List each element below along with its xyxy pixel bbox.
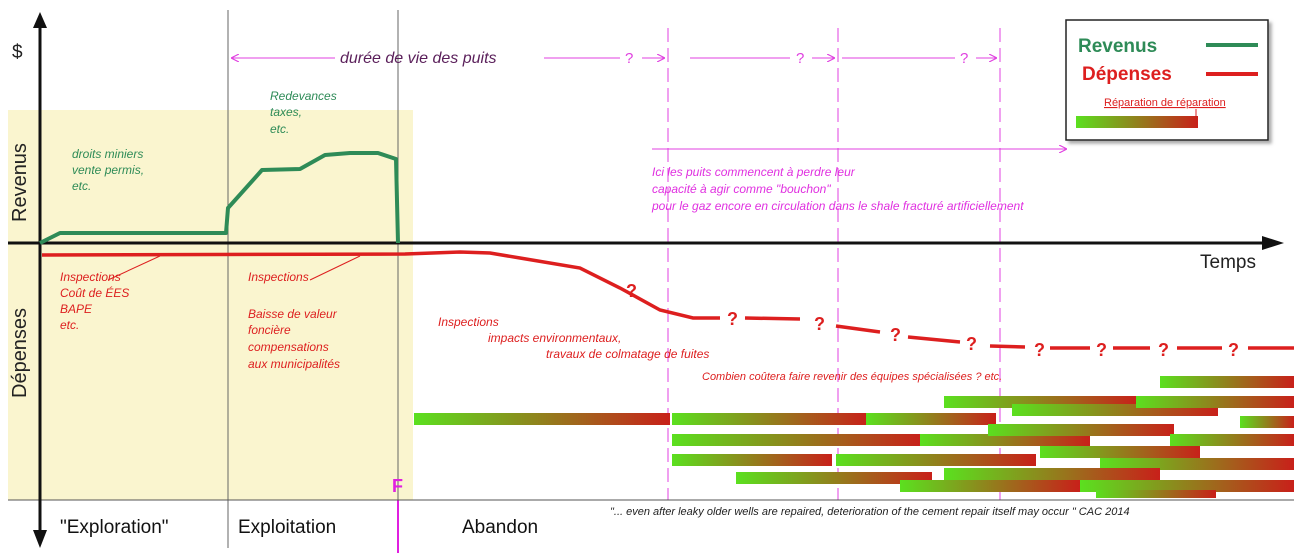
repair-bar — [1080, 480, 1294, 492]
lifetime-question-3: ? — [960, 50, 968, 67]
note-line: droits miniers — [72, 147, 143, 161]
x-axis-temps-label: Temps — [1200, 252, 1256, 273]
repair-bar — [1160, 376, 1294, 388]
note-line: compensations — [248, 340, 329, 354]
revenue-exploitation-note: Redevances taxes, etc. — [270, 89, 337, 136]
repair-bar — [866, 413, 996, 425]
revenue-exploration-note: droits miniers vente permis, etc. — [72, 147, 144, 193]
note-line: travaux de colmatage de fuites — [546, 347, 709, 361]
repair-bar — [1096, 490, 1216, 498]
f-marker: F — [392, 476, 403, 496]
repair-bar — [920, 434, 1090, 446]
cost-question-4: ? — [890, 325, 901, 345]
legend-depenses-label: Dépenses — [1082, 64, 1172, 85]
note-line: Inspections — [438, 315, 499, 329]
expenses-curve-tail — [744, 316, 1294, 350]
legend-revenus-label: Revenus — [1078, 36, 1157, 57]
repair-bar — [414, 413, 670, 425]
cost-exploitation-note: Inspections Baisse de valeur foncière co… — [248, 270, 340, 371]
repair-bar — [672, 454, 832, 466]
note-line: Inspections — [60, 270, 121, 284]
repair-bar — [672, 434, 922, 446]
note-line: etc. — [270, 122, 289, 136]
note-line: impacts environmentaux, — [488, 331, 621, 345]
note-line: vente permis, — [72, 163, 144, 177]
y-axis-depenses-label: Dépenses — [9, 308, 31, 398]
cost-question-2: ? — [727, 309, 738, 329]
cost-question-3: ? — [814, 314, 825, 334]
lifetime-question-2: ? — [796, 50, 804, 67]
phase-exploration: "Exploration" — [60, 517, 169, 538]
cost-question-9: ? — [1228, 340, 1239, 360]
note-line: Inspections — [248, 270, 309, 284]
wells-loss-note: Ici les puits commencent à perdre leur c… — [651, 165, 1024, 213]
note-line: foncière — [248, 323, 291, 337]
pre-abandon-shaded-area — [8, 110, 413, 500]
note-line: BAPE — [60, 302, 93, 316]
repair-bar — [900, 480, 1080, 492]
cost-question-8: ? — [1158, 340, 1169, 360]
note-line: etc. — [60, 318, 79, 332]
y-axis-arrow-bottom — [33, 530, 47, 548]
teams-note: Combien coûtera faire revenir des équipe… — [702, 371, 1002, 383]
repair-bar — [1136, 396, 1294, 408]
note-line: capacité à agir comme "bouchon" — [652, 182, 831, 196]
y-axis-dollar-label: $ — [12, 42, 23, 63]
lifetime-question-1: ? — [625, 50, 633, 67]
legend-reparation-swatch — [1076, 116, 1198, 128]
note-line: Ici les puits commencent à perdre leur — [652, 165, 856, 179]
cost-exploitation-leader — [309, 255, 361, 281]
repair-bar — [1040, 446, 1200, 458]
lifetime-label: durée de vie des puits — [340, 50, 497, 67]
phase-abandon: Abandon — [462, 517, 538, 538]
repair-bar — [1100, 458, 1294, 470]
x-axis-arrow — [1262, 236, 1284, 250]
repair-bar — [1240, 416, 1294, 428]
note-line: Redevances — [270, 89, 337, 103]
cost-question-7: ? — [1096, 340, 1107, 360]
cost-abandon-note: Inspections impacts environmentaux, trav… — [438, 315, 709, 361]
cac-quote: "... even after leaky older wells are re… — [610, 506, 1130, 518]
repair-bar — [944, 468, 1160, 480]
note-line: etc. — [72, 179, 91, 193]
cost-exploration-leader — [107, 255, 161, 281]
cost-question-1: ? — [626, 281, 637, 301]
expenses-curve-base — [41, 250, 720, 320]
repair-bar — [736, 472, 932, 484]
cost-exploration-note: Inspections Coût de ÉES BAPE etc. — [60, 270, 129, 332]
repair-bars — [414, 376, 1294, 498]
legend-reparation-label: Réparation de réparation — [1104, 97, 1226, 109]
expenses-question-marks: ? ? ? ? ? ? ? ? ? — [626, 281, 1239, 360]
note-line: Baisse de valeur — [248, 307, 338, 321]
revenue-curve — [39, 151, 400, 245]
note-line: aux municipalités — [248, 357, 340, 371]
legend: Revenus Dépenses Réparation de réparatio… — [1065, 19, 1269, 141]
y-axis-revenus-label: Revenus — [9, 143, 31, 222]
y-axis-arrow-top — [33, 12, 47, 28]
note-line: Coût de ÉES — [60, 285, 129, 300]
repair-bar — [672, 413, 868, 425]
phase-exploitation: Exploitation — [238, 517, 336, 538]
cost-question-6: ? — [1034, 340, 1045, 360]
note-line: taxes, — [270, 105, 302, 119]
repair-bar — [1170, 434, 1294, 446]
note-line: pour le gaz encore en circulation dans l… — [651, 199, 1024, 213]
cost-question-5: ? — [966, 334, 977, 354]
repair-bar — [836, 454, 1036, 466]
repair-bar — [988, 424, 1174, 436]
